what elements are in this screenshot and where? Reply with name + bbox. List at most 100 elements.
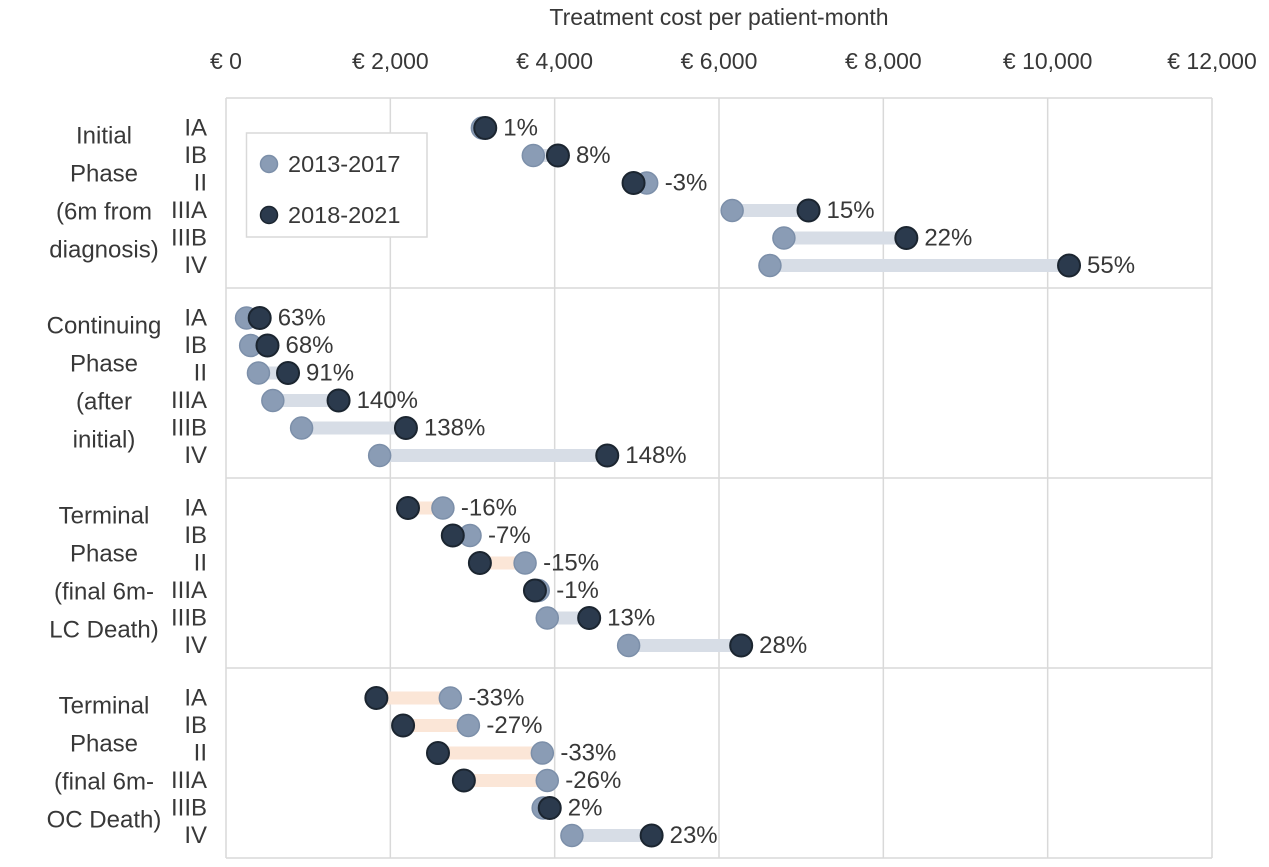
phase-label-line: (6m from <box>56 199 152 226</box>
chart-title: Treatment cost per patient-month <box>549 4 888 30</box>
stage-label: IIIA <box>171 577 207 604</box>
data-point-2018-2021 <box>247 306 272 330</box>
change-percent-label: 13% <box>607 605 655 632</box>
stage-label: II <box>194 550 207 577</box>
phase-label-line: Terminal <box>59 503 150 530</box>
change-percent-label: -7% <box>488 522 531 549</box>
phase-label-line: Continuing <box>47 313 162 340</box>
change-percent-label: 140% <box>357 387 418 414</box>
x-tick-label: € 10,000 <box>1003 48 1093 74</box>
stage-label: IA <box>184 685 207 712</box>
data-point-2018-2021 <box>440 523 465 548</box>
stage-label: II <box>194 360 207 387</box>
stage-label: IV <box>184 442 207 469</box>
change-percent-label: 148% <box>625 442 686 469</box>
change-percent-label: -33% <box>560 740 616 767</box>
stage-label: IV <box>184 252 207 279</box>
x-tick-label: € 8,000 <box>845 48 922 74</box>
phase-label-line: LC Death) <box>49 617 158 644</box>
change-percent-label: 91% <box>306 360 354 387</box>
change-percent-label: 1% <box>503 115 538 142</box>
change-percent-label: -16% <box>461 495 517 522</box>
data-point-2018-2021 <box>545 143 570 168</box>
stage-label: IB <box>184 332 207 359</box>
phase-label-line: Phase <box>70 351 138 378</box>
legend-label: 2013-2017 <box>288 151 400 177</box>
data-point-2013-2017 <box>560 823 584 848</box>
phase-label-line: initial) <box>73 427 136 454</box>
legend-marker-s2018 <box>259 205 279 225</box>
stage-label: IA <box>184 115 207 142</box>
stage-label: IB <box>184 712 207 739</box>
data-point-2013-2017 <box>535 606 560 630</box>
stage-label: IA <box>184 305 207 332</box>
change-percent-label: -33% <box>468 685 524 712</box>
data-point-2018-2021 <box>364 686 389 710</box>
data-point-2018-2021 <box>451 768 476 793</box>
legend-label: 2018-2021 <box>288 202 400 228</box>
x-tick-label: € 6,000 <box>681 48 758 74</box>
change-percent-label: 22% <box>924 225 972 252</box>
legend-marker-s2013 <box>259 154 279 174</box>
change-percent-label: -15% <box>543 550 599 577</box>
x-tick-label: € 0 <box>210 48 242 74</box>
data-point-2018-2021 <box>595 443 620 468</box>
data-point-2013-2017 <box>456 713 481 738</box>
data-point-2018-2021 <box>326 388 351 413</box>
data-point-2018-2021 <box>729 633 754 658</box>
data-point-2018-2021 <box>522 578 547 603</box>
data-point-2018-2021 <box>1057 253 1082 278</box>
data-point-2018-2021 <box>255 333 280 358</box>
change-percent-label: 28% <box>759 632 807 659</box>
change-percent-label: -26% <box>565 767 621 794</box>
data-point-2013-2017 <box>535 768 560 793</box>
x-tick-label: € 12,000 <box>1167 48 1257 74</box>
change-percent-label: 68% <box>285 332 333 359</box>
data-point-2013-2017 <box>289 416 314 440</box>
stage-label: II <box>194 170 207 197</box>
data-point-2018-2021 <box>473 116 498 140</box>
change-percent-label: 55% <box>1087 252 1135 279</box>
data-point-2013-2017 <box>772 226 796 250</box>
data-point-2018-2021 <box>393 416 418 440</box>
phase-label-line: Phase <box>70 541 138 568</box>
data-point-2013-2017 <box>438 686 463 710</box>
data-point-2013-2017 <box>513 551 537 575</box>
data-point-2013-2017 <box>431 496 455 520</box>
phase-label-line: (after <box>76 389 132 416</box>
change-percent-label: 23% <box>670 822 718 849</box>
phase-label-line: OC Death) <box>47 807 162 834</box>
change-percent-label: 2% <box>568 795 603 822</box>
data-point-2018-2021 <box>537 796 562 820</box>
stage-label: II <box>194 740 207 767</box>
change-percent-label: -27% <box>486 712 542 739</box>
stage-label: IB <box>184 522 207 549</box>
stage-label: IV <box>184 822 207 849</box>
phase-label-line: Initial <box>76 123 132 150</box>
data-point-2013-2017 <box>720 198 744 223</box>
stage-label: IIIA <box>171 387 207 414</box>
change-percent-label: 8% <box>576 142 611 169</box>
data-point-2018-2021 <box>276 361 301 385</box>
data-point-2013-2017 <box>521 143 546 168</box>
x-tick-label: € 4,000 <box>516 48 593 74</box>
data-point-2013-2017 <box>530 741 555 765</box>
data-point-2018-2021 <box>894 226 919 250</box>
data-point-2018-2021 <box>425 741 450 765</box>
phase-label-line: (final 6m- <box>54 579 154 606</box>
stage-label: IIIB <box>171 225 207 252</box>
stage-label: IB <box>184 142 207 169</box>
stage-label: IIIA <box>171 197 207 224</box>
phase-label-line: (final 6m- <box>54 769 154 796</box>
data-point-2013-2017 <box>616 633 641 658</box>
change-percent-label: 138% <box>424 415 485 442</box>
change-percent-label: 15% <box>827 197 875 224</box>
data-point-2018-2021 <box>621 171 646 195</box>
data-point-2018-2021 <box>391 713 416 738</box>
data-point-2018-2021 <box>395 496 420 520</box>
change-percent-label: -1% <box>556 577 599 604</box>
change-percent-label: 63% <box>278 305 326 332</box>
data-point-2013-2017 <box>261 388 285 413</box>
